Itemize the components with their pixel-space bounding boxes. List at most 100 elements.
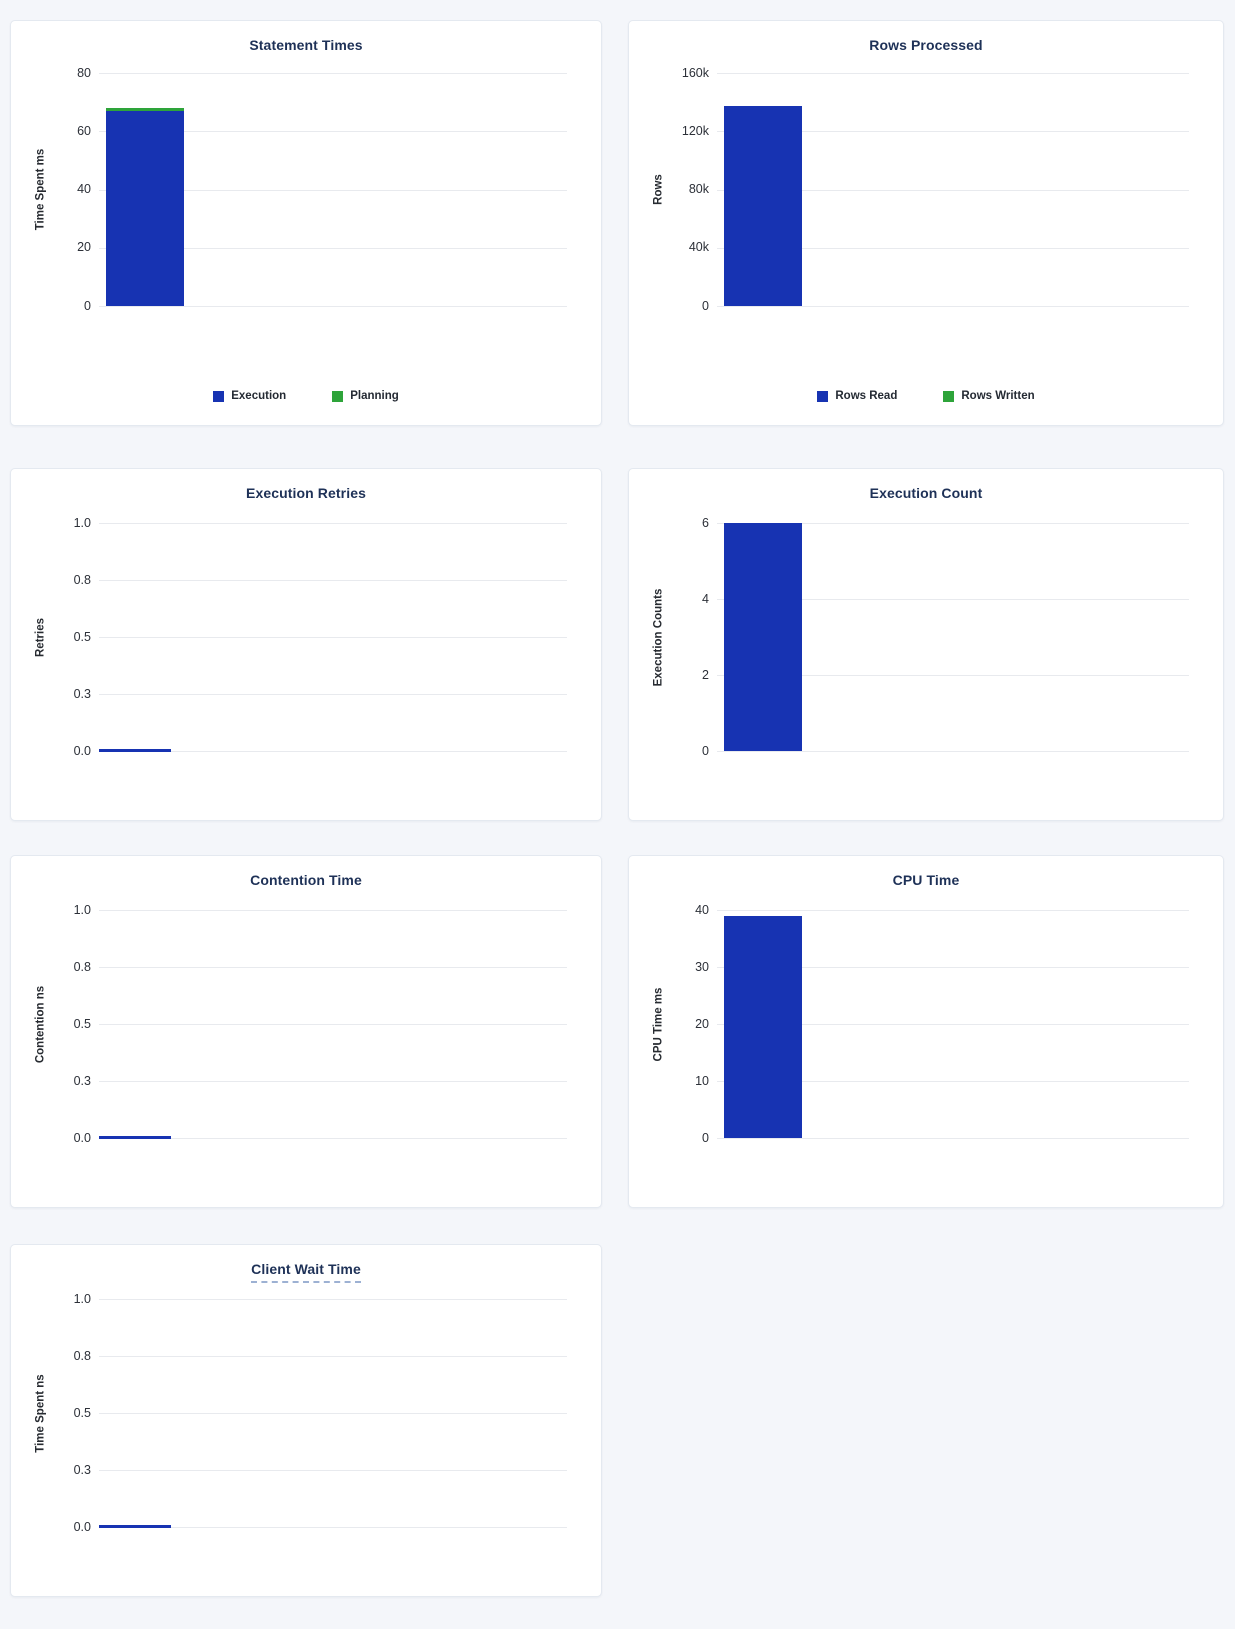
y-tick-label: 0.3 xyxy=(73,1462,91,1477)
legend-label: Rows Written xyxy=(961,390,1035,402)
gridline xyxy=(717,751,1189,752)
legend-item-execution: Execution xyxy=(213,390,286,402)
y-tick-label: 120k xyxy=(681,123,709,138)
y-tick-label: 1.0 xyxy=(73,515,91,530)
plot-area: 80 60 40 20 0 xyxy=(11,21,601,425)
chart-card-contention-time: Contention Time Contention ns 1.0 0.8 0.5 0… xyxy=(10,855,602,1208)
chart-card-cpu-time: CPU Time CPU Time ms 40 30 20 10 0 xyxy=(628,855,1224,1208)
gridline xyxy=(99,1413,567,1414)
gridline xyxy=(717,1138,1189,1139)
gridline xyxy=(717,599,1189,600)
chart-title-text: Execution Count xyxy=(869,485,983,501)
chart-title: Client Wait Time xyxy=(11,1261,601,1283)
gridline xyxy=(717,523,1189,524)
chart-title: Statement Times xyxy=(11,37,601,53)
legend-swatch-icon xyxy=(817,390,829,402)
y-tick-label: 10 xyxy=(695,1073,709,1088)
gridline xyxy=(717,73,1189,74)
y-tick-label: 40k xyxy=(688,240,709,255)
gridline xyxy=(717,131,1189,133)
gridline xyxy=(99,1138,567,1139)
legend-swatch-icon xyxy=(332,390,344,402)
plot-area: 160k 120k 80k 40k 0 xyxy=(629,21,1223,425)
y-tick-label: 4 xyxy=(702,591,709,606)
plot-area: 1.0 0.8 0.5 0.3 0.0 xyxy=(11,1245,601,1596)
legend xyxy=(11,835,601,853)
legend xyxy=(11,1222,601,1240)
y-tick-label: 0.8 xyxy=(73,1348,91,1363)
chart-title: Execution Count xyxy=(629,485,1223,501)
gridline xyxy=(717,1024,1189,1025)
y-tick-label: 1.0 xyxy=(73,902,91,917)
chart-title-text: Rows Processed xyxy=(869,37,983,53)
bar-execution-count xyxy=(724,523,802,751)
gridline xyxy=(99,247,567,249)
y-tick-label: 0 xyxy=(702,1130,709,1145)
legend-item-planning: Planning xyxy=(332,390,399,402)
chart-title: Execution Retries xyxy=(11,485,601,501)
y-tick-label: 6 xyxy=(702,515,709,530)
gridline xyxy=(99,1299,567,1300)
gridline xyxy=(99,1470,567,1471)
chart-title: Contention Time xyxy=(11,872,601,888)
gridline xyxy=(99,694,567,695)
plot-area: 1.0 0.8 0.5 0.3 0.0 xyxy=(11,469,601,820)
legend-swatch-icon xyxy=(213,390,225,402)
legend: Rows Read Rows Written xyxy=(629,387,1223,405)
gridline xyxy=(99,1527,567,1528)
gridline xyxy=(99,1081,567,1082)
gridline xyxy=(717,306,1189,307)
legend xyxy=(629,835,1223,853)
legend-label: Rows Read xyxy=(835,390,898,402)
plot-area: 1.0 0.8 0.5 0.3 0.0 xyxy=(11,856,601,1207)
chart-card-execution-retries: Execution Retries Retries 1.0 0.8 0.5 0.3 0.… xyxy=(10,468,602,821)
chart-title-text[interactable]: Client Wait Time xyxy=(251,1261,361,1283)
zero-value-bar xyxy=(99,749,171,752)
y-tick-label: 160k xyxy=(681,65,709,80)
y-tick-label: 40 xyxy=(695,902,709,917)
y-tick-label: 0.8 xyxy=(73,959,91,974)
legend: Execution Planning xyxy=(11,387,601,405)
chart-card-client-wait-time: Client Wait Time Time Spent ns 1.0 0.8 0.5… xyxy=(10,1244,602,1597)
gridline xyxy=(99,523,567,524)
legend-label: Execution xyxy=(231,390,287,402)
legend-item-rows-read: Rows Read xyxy=(817,390,897,402)
gridline xyxy=(717,967,1189,968)
legend-item-rows-written: Rows Written xyxy=(943,390,1035,402)
plot-area: 40 30 20 10 0 xyxy=(629,856,1223,1207)
y-tick-label: 80 xyxy=(77,65,91,80)
chart-title: CPU Time xyxy=(629,872,1223,888)
y-tick-label: 0 xyxy=(84,298,91,313)
gridline xyxy=(99,189,567,191)
legend-swatch-icon xyxy=(943,390,955,402)
y-tick-label: 40 xyxy=(77,182,91,196)
y-tick-label: 0.0 xyxy=(73,1519,91,1534)
zero-value-bar xyxy=(99,1525,171,1528)
gridline xyxy=(717,910,1189,911)
bar-planning xyxy=(106,108,184,111)
y-tick-label: 0.3 xyxy=(73,686,91,701)
legend xyxy=(629,1222,1223,1240)
bar-execution xyxy=(106,110,184,306)
y-tick-label: 0.0 xyxy=(73,743,91,758)
y-tick-label: 0 xyxy=(702,743,709,758)
y-tick-label: 20 xyxy=(695,1016,709,1031)
y-tick-label: 2 xyxy=(702,667,709,682)
y-tick-label: 30 xyxy=(695,959,709,974)
y-tick-label: 0.5 xyxy=(73,1016,91,1031)
zero-value-bar xyxy=(99,1136,171,1139)
chart-card-statement-times: Statement Times Time Spent ms 80 60 40 20 0 … xyxy=(10,20,602,426)
y-tick-label: 0.8 xyxy=(73,572,91,587)
legend xyxy=(11,1611,601,1629)
bar-cpu-time xyxy=(724,915,802,1138)
chart-title: Rows Processed xyxy=(629,37,1223,53)
y-tick-label: 1.0 xyxy=(73,1291,91,1306)
gridline xyxy=(99,73,567,74)
bar-rows-read xyxy=(724,106,802,306)
gridline xyxy=(99,751,567,752)
y-tick-label: 0 xyxy=(702,298,709,313)
y-tick-label: 20 xyxy=(77,240,91,255)
gridline xyxy=(717,675,1189,676)
